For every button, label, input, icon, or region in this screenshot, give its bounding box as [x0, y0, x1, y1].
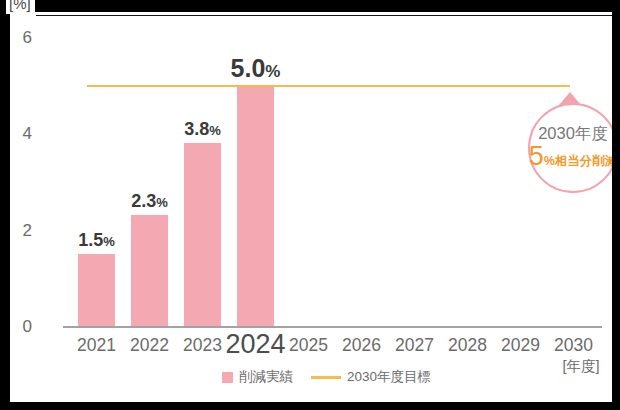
legend-item-target: 2030年度目標: [311, 368, 431, 386]
frame-left-bar: [0, 0, 10, 410]
x-tick-label-2025: 2025: [283, 333, 335, 357]
legend: 削減実績 2030年度目標: [222, 369, 431, 385]
x-tick-label-2028: 2028: [442, 333, 494, 357]
legend-actual-label: 削減実績: [239, 368, 293, 386]
bar-2024: [237, 85, 274, 326]
x-axis-line: [63, 326, 602, 328]
callout-bubble: 2030年度 5%相当分削減: [528, 103, 618, 193]
y-tick-label: 4: [12, 123, 32, 145]
callout-target-suffix: %相当分削減: [544, 154, 618, 168]
bar-2022: [131, 215, 168, 326]
y-tick-label: 6: [12, 27, 32, 49]
bar-value-label: 5.0%: [211, 55, 301, 85]
bar-value-label: 3.8%: [168, 118, 238, 142]
x-tick-label-2026: 2026: [336, 333, 388, 357]
frame-right-bar: [612, 0, 620, 410]
y-tick-label: 2: [12, 220, 32, 242]
bar-2023: [184, 143, 221, 326]
legend-square-icon: [222, 372, 233, 383]
callout-target-label: 5%相当分削減: [529, 143, 618, 174]
x-tick-label-2027: 2027: [389, 333, 441, 357]
target-line-2030: [87, 85, 570, 87]
bar-value-label: 1.5%: [62, 229, 132, 253]
x-tick-label-2021: 2021: [71, 333, 123, 357]
x-tick-label-2030: 2030: [548, 333, 600, 357]
y-tick-label: 0: [12, 316, 32, 338]
legend-line-icon: [311, 376, 341, 379]
chart-page: { "chart_data": { "type": "bar", "title"…: [0, 0, 620, 410]
legend-item-actual: 削減実績: [222, 368, 293, 386]
frame-top-bar: [0, 0, 620, 12]
x-tick-label-2022: 2022: [124, 333, 176, 357]
y-axis-unit-label: [%]: [6, 0, 35, 14]
frame-bottom-bar: [0, 402, 620, 410]
callout-year-label: 2030年度: [538, 123, 608, 143]
top-border-line: [36, 15, 612, 16]
legend-target-label: 2030年度目標: [347, 368, 431, 386]
bar-2021: [78, 254, 115, 326]
bar-value-label: 2.3%: [115, 190, 185, 214]
x-axis-unit-label: [年度]: [551, 357, 611, 376]
x-tick-label-2029: 2029: [495, 333, 547, 357]
callout-target-number: 5: [529, 141, 544, 171]
